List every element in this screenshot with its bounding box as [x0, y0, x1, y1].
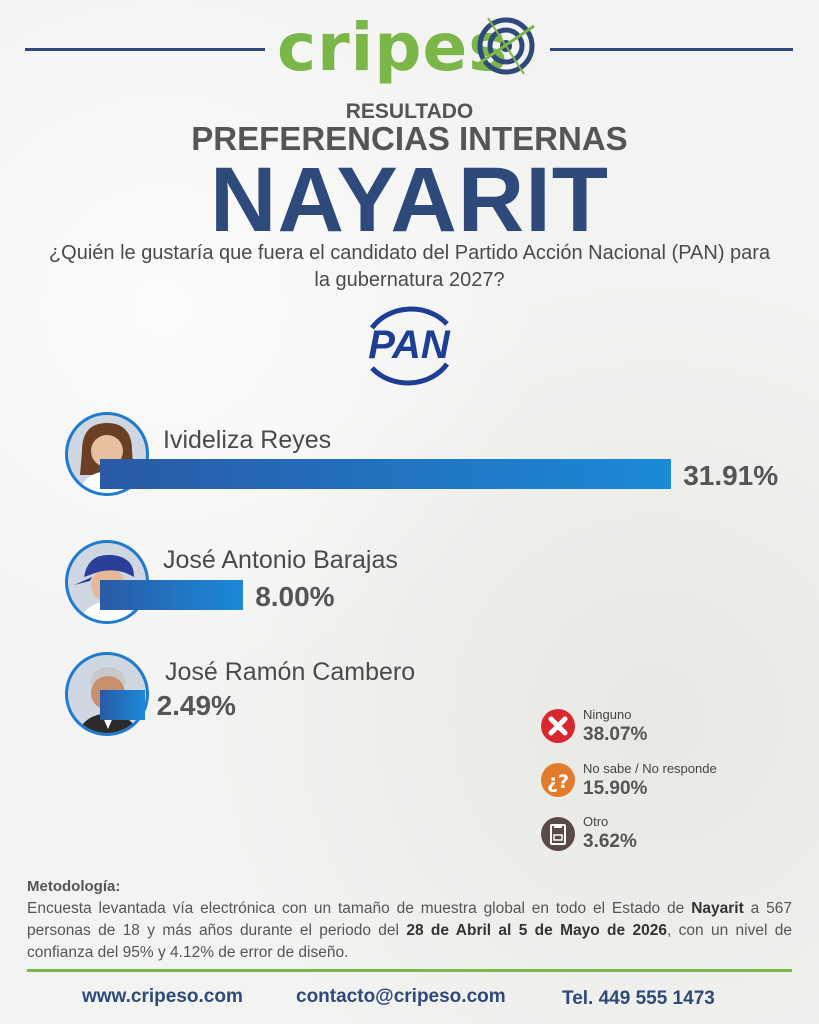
other-label-otro: Otro [583, 814, 609, 829]
x-icon [541, 709, 575, 743]
subtitle: PREFERENCIAS INTERNAS [191, 120, 628, 157]
other-label-no-sabe: No sabe / No responde [583, 761, 717, 776]
methodology-text-part: a 567 personas de 18 y más años durante … [27, 900, 792, 939]
svg-text:¿?: ¿? [547, 771, 569, 793]
website-link[interactable]: www.cripeso.com [82, 986, 243, 1007]
value-label: 8.00% [255, 581, 335, 612]
methodology-state: Nayarit [691, 900, 744, 917]
value-label: 2.49% [156, 690, 236, 721]
target-logo-icon [477, 17, 535, 75]
candidate-name: José Antonio Barajas [163, 546, 398, 574]
logo-text-part1: cripes [277, 9, 509, 86]
result-label: RESULTADO [345, 100, 474, 123]
page-title: NAYARIT [210, 149, 609, 251]
other-value-no-sabe: 15.90% [583, 778, 648, 799]
header-rule-left [25, 48, 265, 51]
other-label-ninguno: Ninguno [583, 707, 632, 722]
candidate-name: Ivideliza Reyes [163, 426, 332, 454]
methodology-text-part: , con un nivel de confianza del 95% y 4.… [27, 922, 792, 961]
survey-question: ¿Quién le gustaría que fuera el candidat… [48, 242, 771, 291]
pan-logo-text: PAN [368, 323, 451, 367]
other-value-otro: 3.62% [583, 831, 637, 852]
methodology-period: 28 de Abril al 5 de Mayo de 2026 [406, 922, 667, 939]
bar-ivideliza-reyes [100, 459, 672, 489]
pan-party-logo: PAN [368, 306, 451, 386]
ballot-box-icon [541, 817, 575, 851]
methodology-title: Metodología: [27, 878, 121, 895]
bar-jose-antonio-barajas [100, 580, 244, 610]
candidate-name: José Ramón Cambero [165, 658, 416, 686]
other-value-ninguno: 38.07% [583, 724, 648, 745]
email-link[interactable]: contacto@cripeso.com [296, 986, 506, 1007]
phone-number[interactable]: Tel. 449 555 1473 [562, 988, 715, 1009]
bar-jose-ramon-cambero [100, 690, 145, 720]
methodology-text: Encuesta levantada vía electrónica con u… [27, 898, 792, 964]
footer-divider [27, 969, 792, 972]
question-icon: ¿? [541, 763, 575, 797]
value-label: 31.91% [683, 460, 779, 491]
header-rule-right [550, 48, 793, 51]
cripeso-logo: cripeso [277, 8, 555, 88]
methodology-text-part: Encuesta levantada vía electrónica con u… [27, 900, 692, 917]
